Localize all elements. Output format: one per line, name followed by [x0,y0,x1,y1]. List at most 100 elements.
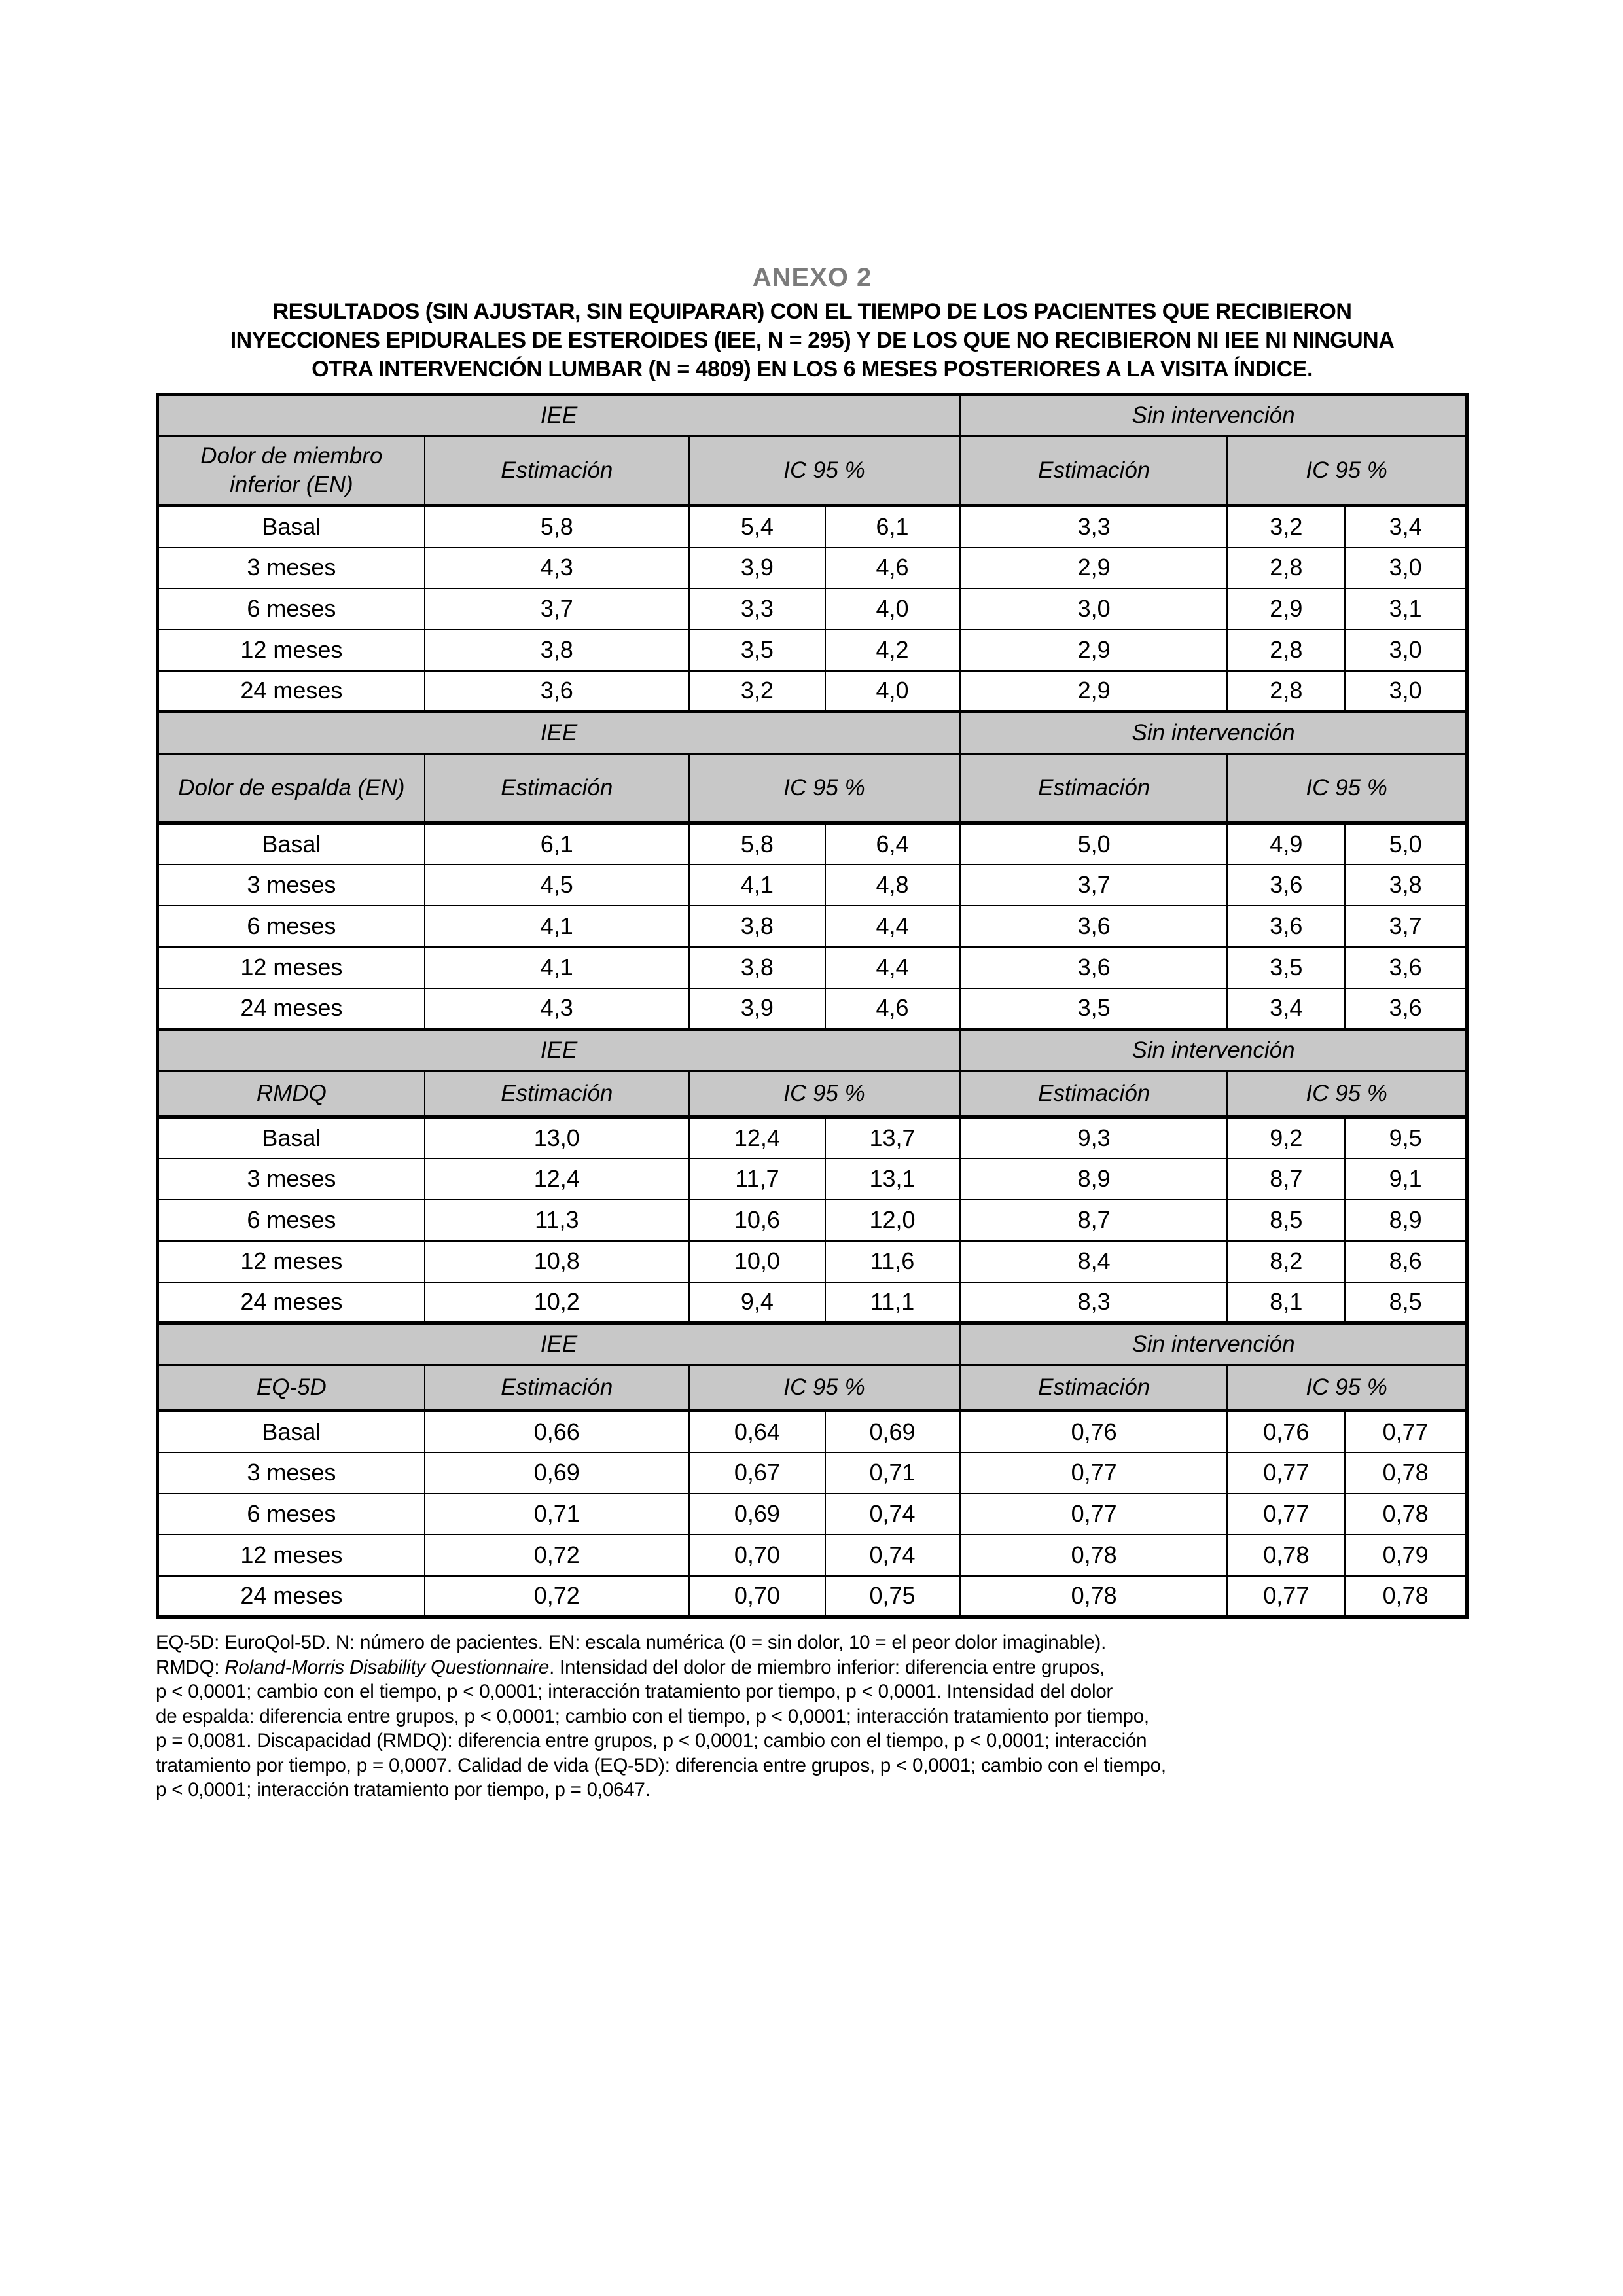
cell-iee-ci-low: 3,8 [688,946,826,989]
cell-none-estimate: 8,4 [959,1240,1228,1283]
cell-none-ci-low: 0,77 [1226,1492,1346,1535]
table-row: Basal 0,66 0,64 0,69 0,76 0,76 0,77 [156,1410,1468,1453]
footnote-line: EQ-5D: EuroQol-5D. N: número de paciente… [156,1630,1469,1655]
cell-iee-estimate: 0,72 [423,1534,690,1577]
cell-iee-ci-high: 4,8 [824,863,962,906]
col-header-ci-iee: IC 95 % [688,1070,962,1119]
row-time-label: Basal [156,1116,425,1159]
cell-none-ci-low: 2,8 [1226,546,1346,589]
cell-none-estimate: 9,3 [959,1116,1228,1159]
title-line: RESULTADOS (SIN AJUSTAR, SIN EQUIPARAR) … [272,299,1352,324]
cell-iee-ci-high: 0,74 [824,1534,962,1577]
footnote-text: . Intensidad del dolor de miembro inferi… [549,1656,1105,1678]
group-header-iee: IEE [156,710,962,755]
cell-iee-estimate: 4,3 [423,987,690,1030]
cell-none-ci-high: 3,1 [1344,587,1468,630]
cell-none-estimate: 5,0 [959,822,1228,865]
cell-iee-ci-low: 0,70 [688,1534,826,1577]
table-row: Basal 5,8 5,4 6,1 3,3 3,2 3,4 [156,505,1468,548]
cell-iee-ci-high: 6,1 [824,505,962,548]
row-time-label: 3 meses [156,1157,425,1200]
group-header-iee: IEE [156,1321,962,1366]
footnote-line: tratamiento por tiempo, p = 0,0007. Cali… [156,1753,1469,1778]
col-header-estimate-none: Estimación [959,753,1228,825]
cell-none-estimate: 0,78 [959,1575,1228,1618]
cell-none-estimate: 2,9 [959,546,1228,589]
footnote-text: EQ-5D: EuroQol-5D. N: número de paciente… [156,1632,1107,1653]
col-header-estimate-none: Estimación [959,1364,1228,1412]
cell-iee-estimate: 3,7 [423,587,690,630]
cell-iee-estimate: 10,2 [423,1281,690,1324]
row-time-label: 3 meses [156,546,425,589]
cell-none-ci-high: 3,0 [1344,670,1468,713]
table-row: 12 meses 0,72 0,70 0,74 0,78 0,78 0,79 [156,1534,1468,1577]
section-label: EQ-5D [156,1364,425,1412]
row-time-label: 24 meses [156,670,425,713]
group-header-row: IEE Sin intervención [156,710,1468,755]
table-row: 24 meses 4,3 3,9 4,6 3,5 3,4 3,6 [156,987,1468,1030]
table-row: 24 meses 10,2 9,4 11,1 8,3 8,1 8,5 [156,1281,1468,1324]
col-header-estimate-iee: Estimación [423,435,690,507]
cell-iee-estimate: 0,72 [423,1575,690,1618]
footnote-text: p = 0,0081. Discapacidad (RMDQ): diferen… [156,1730,1147,1751]
cell-none-estimate: 3,5 [959,987,1228,1030]
table-row: 6 meses 4,1 3,8 4,4 3,6 3,6 3,7 [156,905,1468,948]
row-time-label: 12 meses [156,1240,425,1283]
cell-iee-ci-low: 3,5 [688,628,826,672]
cell-none-ci-high: 3,4 [1344,505,1468,548]
cell-iee-ci-high: 4,0 [824,670,962,713]
cell-iee-ci-high: 4,4 [824,905,962,948]
col-header-estimate-iee: Estimación [423,1070,690,1119]
cell-none-ci-low: 3,6 [1226,863,1346,906]
cell-iee-ci-low: 3,9 [688,546,826,589]
cell-iee-estimate: 0,69 [423,1451,690,1494]
table-row: 6 meses 3,7 3,3 4,0 3,0 2,9 3,1 [156,587,1468,630]
cell-none-estimate: 3,3 [959,505,1228,548]
cell-none-ci-high: 0,78 [1344,1492,1468,1535]
cell-none-estimate: 8,3 [959,1281,1228,1324]
cell-iee-ci-high: 4,6 [824,546,962,589]
cell-iee-ci-low: 3,8 [688,905,826,948]
cell-none-ci-low: 0,78 [1226,1534,1346,1577]
group-header-iee: IEE [156,1028,962,1072]
col-header-estimate-iee: Estimación [423,1364,690,1412]
cell-iee-ci-low: 0,69 [688,1492,826,1535]
cell-none-estimate: 2,9 [959,628,1228,672]
row-time-label: 6 meses [156,587,425,630]
cell-iee-ci-low: 5,4 [688,505,826,548]
cell-iee-ci-high: 13,1 [824,1157,962,1200]
table-row: 6 meses 0,71 0,69 0,74 0,77 0,77 0,78 [156,1492,1468,1535]
footnote-line: p < 0,0001; cambio con el tiempo, p < 0,… [156,1679,1469,1704]
cell-iee-ci-low: 12,4 [688,1116,826,1159]
title-line: OTRA INTERVENCIÓN LUMBAR (N = 4809) EN L… [312,357,1313,382]
footnote-line: p < 0,0001; interacción tratamiento por … [156,1778,1469,1803]
cell-iee-ci-high: 13,7 [824,1116,962,1159]
cell-none-ci-high: 8,5 [1344,1281,1468,1324]
cell-none-ci-low: 2,8 [1226,670,1346,713]
footnote-text: tratamiento por tiempo, p = 0,0007. Cali… [156,1754,1166,1776]
cell-none-ci-low: 3,2 [1226,505,1346,548]
cell-iee-ci-low: 3,3 [688,587,826,630]
cell-iee-ci-low: 4,1 [688,863,826,906]
cell-none-ci-high: 3,0 [1344,628,1468,672]
document-title: RESULTADOS (SIN AJUSTAR, SIN EQUIPARAR) … [156,297,1469,384]
table-row: 3 meses 4,5 4,1 4,8 3,7 3,6 3,8 [156,863,1468,906]
cell-none-ci-low: 0,77 [1226,1451,1346,1494]
cell-iee-ci-high: 4,2 [824,628,962,672]
cell-none-ci-high: 3,0 [1344,546,1468,589]
table-row: 12 meses 10,8 10,0 11,6 8,4 8,2 8,6 [156,1240,1468,1283]
page-content: ANEXO 2 RESULTADOS (SIN AJUSTAR, SIN EQU… [156,262,1469,1803]
cell-none-ci-high: 5,0 [1344,822,1468,865]
cell-iee-estimate: 5,8 [423,505,690,548]
cell-none-estimate: 0,77 [959,1492,1228,1535]
section-label: Dolor de espalda (EN) [156,753,425,825]
col-header-estimate-none: Estimación [959,1070,1228,1119]
table-row: 24 meses 3,6 3,2 4,0 2,9 2,8 3,0 [156,670,1468,713]
cell-iee-ci-high: 12,0 [824,1198,962,1242]
row-time-label: 3 meses [156,863,425,906]
table-row: 3 meses 4,3 3,9 4,6 2,9 2,8 3,0 [156,546,1468,589]
cell-iee-estimate: 13,0 [423,1116,690,1159]
cell-iee-ci-high: 0,69 [824,1410,962,1453]
title-line: INYECCIONES EPIDURALES DE ESTEROIDES (IE… [230,328,1395,353]
